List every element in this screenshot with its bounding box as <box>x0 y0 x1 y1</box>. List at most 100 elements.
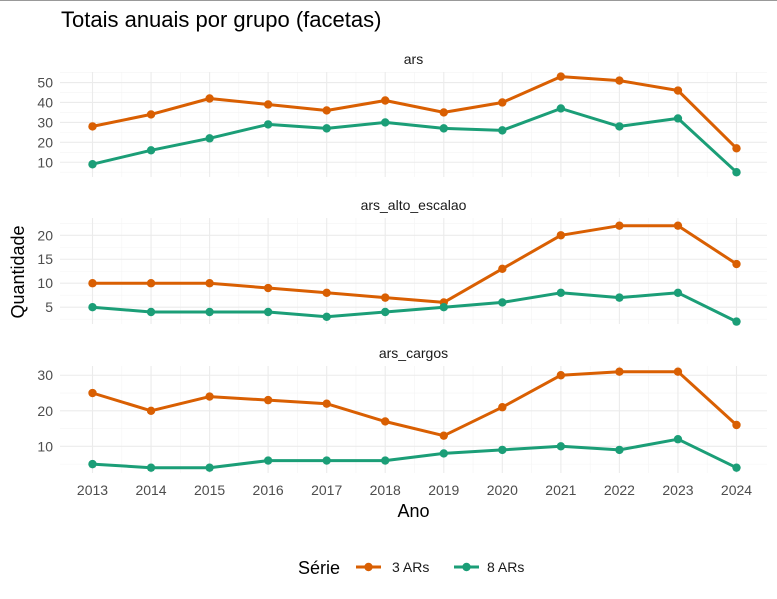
data-point <box>205 307 214 317</box>
legend-title: Série <box>298 558 340 578</box>
data-point <box>88 388 97 398</box>
data-point <box>263 120 273 129</box>
data-point <box>556 371 566 380</box>
data-point <box>673 221 683 230</box>
y-tick-label: 10 <box>37 275 53 291</box>
panel-ars_alto_escalao: ars_alto_escalao 5 10 15 20 <box>37 197 767 326</box>
data-point <box>381 307 390 317</box>
data-point <box>498 264 507 274</box>
data-point <box>556 231 566 240</box>
data-point <box>556 104 566 113</box>
data-point <box>88 122 97 131</box>
data-point <box>498 98 507 107</box>
data-point <box>146 110 156 119</box>
data-point <box>322 288 331 298</box>
data-point <box>673 435 683 444</box>
y-axis-title: Quantidade <box>8 225 28 318</box>
data-point <box>439 449 448 458</box>
data-point <box>205 94 214 103</box>
legend-item: 3 ARs <box>356 559 429 575</box>
data-point <box>439 303 448 312</box>
y-tick-label: 30 <box>37 367 53 383</box>
data-point <box>88 303 97 312</box>
data-point <box>498 445 507 455</box>
data-point <box>322 124 331 133</box>
x-axis: 2013 2014 2015 2016 2017 2018 2019 2020 2021 2022… <box>77 482 752 498</box>
data-point <box>732 317 741 326</box>
x-tick-label: 2015 <box>194 482 225 498</box>
facet-strip-label: ars_alto_escalao <box>361 197 467 213</box>
data-point <box>732 144 741 153</box>
chart-title: Totais anuais por grupo (facetas) <box>61 7 381 32</box>
legend: Série 3 ARs 8 ARs <box>298 558 524 578</box>
data-point <box>205 463 214 472</box>
data-point <box>615 293 624 302</box>
data-point <box>263 100 273 109</box>
x-tick-label: 2019 <box>428 482 459 498</box>
series-line <box>91 75 738 150</box>
data-point <box>146 463 156 472</box>
legend-item: 8 ARs <box>454 559 524 575</box>
data-point <box>556 288 566 298</box>
data-point <box>381 456 390 465</box>
series-line <box>91 107 738 174</box>
data-point <box>439 431 448 440</box>
data-point <box>732 168 741 177</box>
legend-items: 3 ARs 8 ARs <box>356 559 524 575</box>
x-tick-label: 2018 <box>370 482 401 498</box>
x-tick-label: 2022 <box>604 482 635 498</box>
data-point <box>322 456 331 465</box>
facet-strip-label: ars_cargos <box>379 345 448 361</box>
legend-key-point <box>462 562 471 572</box>
data-point <box>205 134 214 143</box>
x-tick-label: 2020 <box>487 482 518 498</box>
data-point <box>381 293 390 302</box>
data-point <box>732 463 741 472</box>
series-line <box>91 370 738 438</box>
x-tick-label: 2024 <box>721 482 752 498</box>
data-point <box>498 126 507 135</box>
data-point <box>615 445 624 455</box>
data-point <box>263 456 273 465</box>
series-line <box>91 224 738 304</box>
y-tick-label: 40 <box>37 94 53 110</box>
x-tick-label: 2023 <box>662 482 693 498</box>
data-point <box>732 420 741 430</box>
data-point <box>146 146 156 155</box>
data-point <box>146 307 156 317</box>
data-point <box>322 399 331 408</box>
data-point <box>673 114 683 123</box>
data-point <box>673 288 683 298</box>
x-tick-label: 2017 <box>311 482 342 498</box>
data-point <box>673 367 683 376</box>
x-tick-label: 2016 <box>253 482 284 498</box>
data-point <box>88 459 97 469</box>
data-point <box>556 442 566 451</box>
data-point <box>322 312 331 322</box>
data-point <box>88 279 97 288</box>
panel-ars: ars 10 20 30 40 50 <box>37 51 767 177</box>
data-point <box>439 108 448 117</box>
data-point <box>439 124 448 133</box>
data-point <box>556 72 566 81</box>
data-point <box>263 283 273 293</box>
x-tick-label: 2013 <box>77 482 108 498</box>
data-point <box>381 96 390 105</box>
y-tick-label: 15 <box>37 251 53 267</box>
y-tick-label: 20 <box>37 403 53 419</box>
data-point <box>205 279 214 288</box>
legend-key-point <box>364 562 373 572</box>
data-point <box>615 221 624 230</box>
legend-label: 3 ARs <box>392 559 429 575</box>
data-point <box>381 417 390 426</box>
y-tick-label: 20 <box>37 134 53 150</box>
data-point <box>205 392 214 401</box>
x-tick-label: 2014 <box>135 482 166 498</box>
y-tick-label: 30 <box>37 114 53 130</box>
data-point <box>88 160 97 169</box>
data-point <box>146 406 156 415</box>
panel-ars_cargos: ars_cargos 10 20 30 <box>37 345 767 473</box>
data-point <box>146 279 156 288</box>
series-line <box>91 291 738 324</box>
